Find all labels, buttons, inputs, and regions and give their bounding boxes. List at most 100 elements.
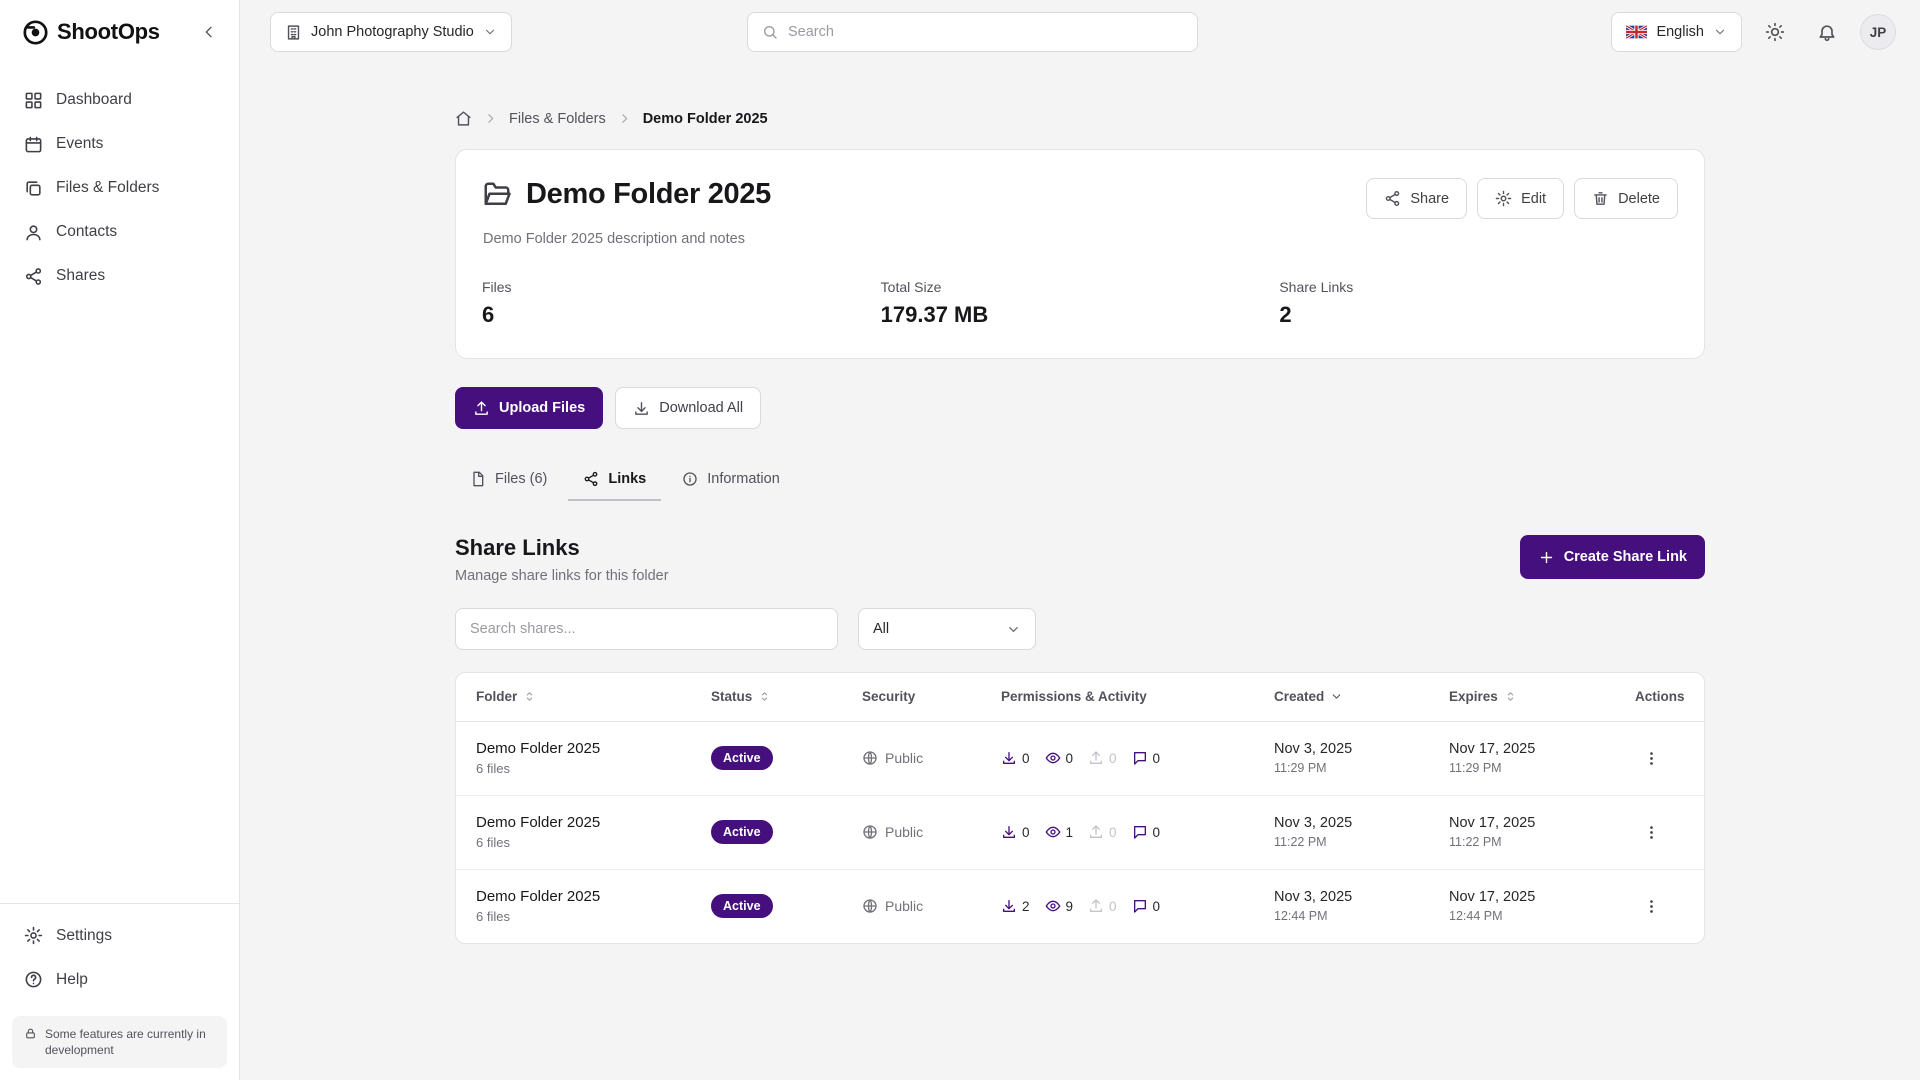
comments-count: 0 (1132, 750, 1160, 766)
comments-count: 0 (1132, 898, 1160, 914)
status-filter-select[interactable]: All (858, 608, 1036, 650)
views-count: 0 (1045, 750, 1073, 766)
sort-desc-icon (1330, 690, 1343, 703)
status-filter-value: All (873, 621, 890, 637)
upload-icon (1088, 898, 1104, 914)
breadcrumb-files-folders[interactable]: Files & Folders (509, 110, 606, 127)
comment-icon (1132, 750, 1148, 766)
row-actions-menu-button[interactable] (1635, 890, 1667, 922)
globe-icon (862, 824, 878, 840)
edit-button[interactable]: Edit (1477, 178, 1565, 219)
uploads-count: 0 (1088, 898, 1117, 914)
calendar-icon (24, 135, 43, 154)
folder-summary-card: Demo Folder 2025 Share Edit Delete (455, 149, 1705, 359)
chevron-down-icon (1713, 25, 1727, 39)
column-header-actions: Actions (1635, 689, 1685, 705)
shares-search (455, 608, 838, 650)
download-icon (633, 400, 650, 417)
column-header-created[interactable]: Created (1274, 689, 1343, 704)
language-label: English (1656, 24, 1704, 40)
sidebar-item-contacts[interactable]: Contacts (0, 210, 239, 254)
column-header-folder[interactable]: Folder (476, 689, 536, 704)
created-time: 11:29 PM (1274, 761, 1327, 775)
language-selector[interactable]: English (1611, 12, 1742, 52)
expires-time: 11:29 PM (1449, 761, 1502, 775)
share-button[interactable]: Share (1366, 178, 1468, 219)
sun-icon (1765, 22, 1785, 42)
stat-files: Files 6 (482, 279, 512, 327)
help-icon (24, 970, 43, 989)
created-date: Nov 3, 2025 (1274, 741, 1353, 757)
notifications-button[interactable] (1808, 13, 1846, 51)
plus-icon (1538, 549, 1555, 566)
eye-icon (1045, 824, 1061, 840)
sidebar-header: ShootOps (0, 0, 239, 64)
company-name: John Photography Studio (311, 24, 474, 40)
status-badge: Active (711, 894, 773, 919)
chevron-right-icon (618, 112, 631, 125)
sidebar-item-label: Events (56, 135, 104, 152)
download-icon (1001, 750, 1017, 766)
row-actions-menu-button[interactable] (1635, 742, 1667, 774)
sidebar-item-label: Contacts (56, 223, 118, 240)
shares-search-input[interactable] (470, 621, 823, 637)
company-selector[interactable]: John Photography Studio (270, 12, 512, 52)
delete-button[interactable]: Delete (1574, 178, 1678, 219)
search-input[interactable] (788, 24, 1183, 40)
share-links-table-container: Folder Status Security Permissions & Act… (455, 672, 1705, 944)
row-file-count: 6 files (476, 761, 510, 776)
sort-icon (1504, 690, 1517, 703)
sidebar-item-settings[interactable]: Settings (0, 914, 239, 958)
sidebar-item-shares[interactable]: Shares (0, 254, 239, 298)
top-header: John Photography Studio English JP (240, 0, 1920, 64)
views-count: 9 (1045, 898, 1073, 914)
sidebar-item-label: Help (56, 970, 88, 988)
comments-count: 0 (1132, 824, 1160, 840)
downloads-count: 0 (1001, 750, 1030, 766)
home-icon[interactable] (455, 110, 472, 127)
info-icon (682, 471, 698, 487)
folder-description: Demo Folder 2025 description and notes (483, 231, 745, 247)
row-actions-menu-button[interactable] (1635, 816, 1667, 848)
folder-toolbar: Upload Files Download All (455, 387, 1705, 429)
share-icon (1384, 190, 1401, 207)
sidebar-item-dashboard[interactable]: Dashboard (0, 78, 239, 122)
avatar[interactable]: JP (1860, 14, 1896, 50)
tab-files[interactable]: Files (6) (455, 461, 562, 501)
tab-information[interactable]: Information (667, 461, 795, 501)
download-all-button[interactable]: Download All (615, 387, 762, 429)
uploads-count: 0 (1088, 824, 1117, 840)
sidebar-item-help[interactable]: Help (0, 958, 239, 1002)
column-header-security: Security (862, 689, 916, 705)
files-icon (24, 179, 43, 198)
create-share-link-button[interactable]: Create Share Link (1519, 535, 1705, 579)
table-row[interactable]: Demo Folder 2025 6 files Active Public (456, 795, 1704, 870)
created-time: 12:44 PM (1274, 909, 1328, 924)
sidebar-collapse-button[interactable] (195, 18, 223, 46)
sidebar-item-events[interactable]: Events (0, 122, 239, 166)
building-icon (285, 24, 302, 41)
lock-icon (24, 1027, 37, 1040)
downloads-count: 0 (1001, 824, 1030, 840)
sidebar-item-files-folders[interactable]: Files & Folders (0, 166, 239, 210)
column-header-expires[interactable]: Expires (1449, 689, 1517, 704)
share-links-header: Share Links Manage share links for this … (455, 535, 1705, 584)
upload-files-button[interactable]: Upload Files (455, 387, 604, 429)
main-content: Files & Folders Demo Folder 2025 Demo Fo… (240, 64, 1920, 1080)
comment-icon (1132, 898, 1148, 914)
table-row[interactable]: Demo Folder 2025 6 files Active Public (456, 869, 1704, 943)
column-header-status[interactable]: Status (711, 689, 771, 704)
security-cell: Public (862, 750, 977, 766)
download-icon (1001, 824, 1017, 840)
chevron-down-icon (483, 25, 497, 39)
table-row[interactable]: Demo Folder 2025 6 files Active Public (456, 721, 1704, 796)
download-icon (1001, 898, 1017, 914)
upload-icon (473, 400, 490, 417)
share-links-table: Folder Status Security Permissions & Act… (456, 673, 1704, 943)
theme-toggle-button[interactable] (1756, 13, 1794, 51)
brand-name: ShootOps (57, 19, 160, 44)
tab-links[interactable]: Links (568, 461, 662, 501)
logo[interactable]: ShootOps (22, 19, 160, 46)
avatar-initials: JP (1869, 24, 1887, 40)
contacts-icon (24, 223, 43, 242)
